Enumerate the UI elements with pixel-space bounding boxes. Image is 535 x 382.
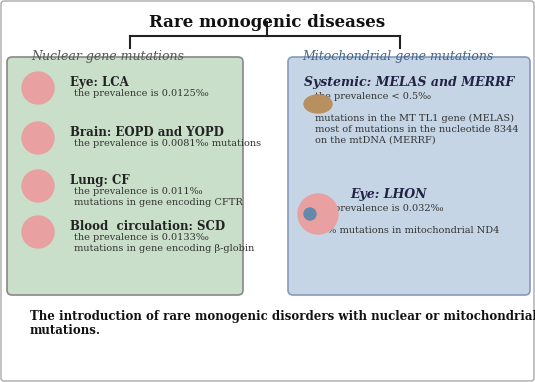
Text: the prevalence is 0.0125‰: the prevalence is 0.0125‰ (74, 89, 209, 98)
Circle shape (22, 72, 54, 104)
Text: Eye: LCA: Eye: LCA (70, 76, 129, 89)
Text: Nuclear gene mutations: Nuclear gene mutations (32, 50, 185, 63)
Circle shape (22, 122, 54, 154)
Text: Brain: EOPD and YOPD: Brain: EOPD and YOPD (70, 126, 224, 139)
Text: Blood  circulation: SCD: Blood circulation: SCD (70, 220, 225, 233)
Text: 90% mutations in mitochondrial ND4: 90% mutations in mitochondrial ND4 (315, 226, 499, 235)
Ellipse shape (304, 95, 332, 113)
Text: Mitochondrial gene mutations: Mitochondrial gene mutations (302, 50, 494, 63)
Circle shape (22, 170, 54, 202)
Text: on the mtDNA (MERRF): on the mtDNA (MERRF) (315, 136, 435, 145)
Text: the prevalence is 0.0081‰ mutations: the prevalence is 0.0081‰ mutations (74, 139, 261, 148)
Text: Eye: LHON: Eye: LHON (351, 188, 427, 201)
Text: Rare monogenic diseases: Rare monogenic diseases (149, 14, 385, 31)
Text: mutations in gene encoding β-globin: mutations in gene encoding β-globin (74, 244, 254, 253)
Text: the prevalence is 0.032‰: the prevalence is 0.032‰ (315, 204, 444, 213)
Text: the prevalence < 0.5‰: the prevalence < 0.5‰ (315, 92, 431, 101)
Text: the prevalence is 0.011‰: the prevalence is 0.011‰ (74, 187, 203, 196)
Text: mutations in gene encoding CFTR: mutations in gene encoding CFTR (74, 198, 243, 207)
Text: mutations in the MT TL1 gene (MELAS): mutations in the MT TL1 gene (MELAS) (315, 114, 514, 123)
Text: the prevalence is 0.0133‰: the prevalence is 0.0133‰ (74, 233, 209, 242)
Circle shape (304, 208, 316, 220)
FancyBboxPatch shape (7, 57, 243, 295)
Text: Systemic: MELAS and MERRF: Systemic: MELAS and MERRF (304, 76, 514, 89)
Text: mutations.: mutations. (30, 324, 101, 337)
Text: most of mutations in the nucleotide 8344: most of mutations in the nucleotide 8344 (315, 125, 518, 134)
Circle shape (298, 194, 338, 234)
Text: The introduction of rare monogenic disorders with nuclear or mitochondrial gene: The introduction of rare monogenic disor… (30, 310, 535, 323)
Circle shape (22, 216, 54, 248)
Text: Lung: CF: Lung: CF (70, 174, 129, 187)
FancyBboxPatch shape (288, 57, 530, 295)
